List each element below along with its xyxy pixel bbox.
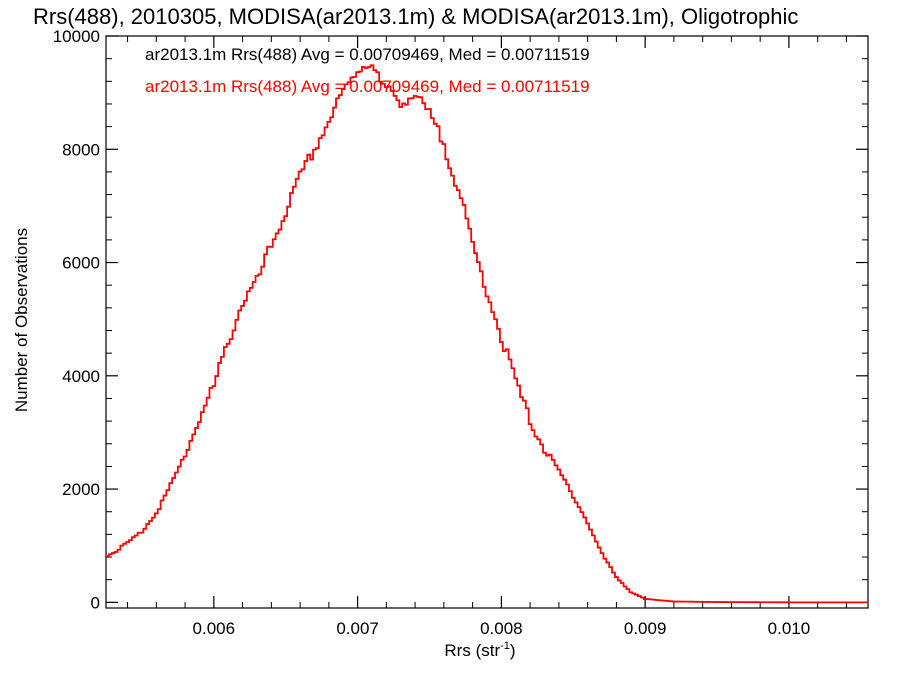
y-tick-label: 8000 — [62, 140, 100, 159]
stat-annotation-red: ar2013.1m Rrs(488) Avg = 0.00709469, Med… — [145, 77, 590, 96]
plot-frame — [105, 35, 869, 609]
y-axis: 0 2000 4000 6000 8000 10000 — [53, 27, 868, 612]
plot-area — [105, 35, 869, 609]
series-layer — [106, 64, 868, 604]
y-tick-label: 10000 — [53, 27, 100, 46]
x-tick-label: 0.010 — [768, 619, 811, 638]
y-tick-label: 6000 — [62, 254, 100, 273]
histogram-series-line — [106, 64, 868, 604]
x-tick-label: 0.008 — [480, 619, 523, 638]
y-tick-label: 0 — [91, 593, 100, 612]
x-tick-label: 0.006 — [193, 619, 236, 638]
x-axis: 0.006 0.007 0.008 0.009 0.010 — [127, 36, 847, 638]
y-axis-title: Number of Observations — [12, 228, 31, 412]
chart-title: Rrs(488), 2010305, MODISA(ar2013.1m) & M… — [33, 4, 798, 29]
y-tick-label: 4000 — [62, 367, 100, 386]
x-tick-label: 0.007 — [336, 619, 379, 638]
x-axis-title-main: Rrs (str — [444, 641, 500, 660]
x-axis-title-close: ) — [510, 641, 516, 660]
x-axis-title: Rrs (str-1) — [444, 640, 515, 660]
stat-annotation-black: ar2013.1m Rrs(488) Avg = 0.00709469, Med… — [145, 45, 590, 64]
x-axis-title-sup: -1 — [500, 640, 510, 652]
x-tick-label: 0.009 — [624, 619, 667, 638]
y-tick-label: 2000 — [62, 480, 100, 499]
